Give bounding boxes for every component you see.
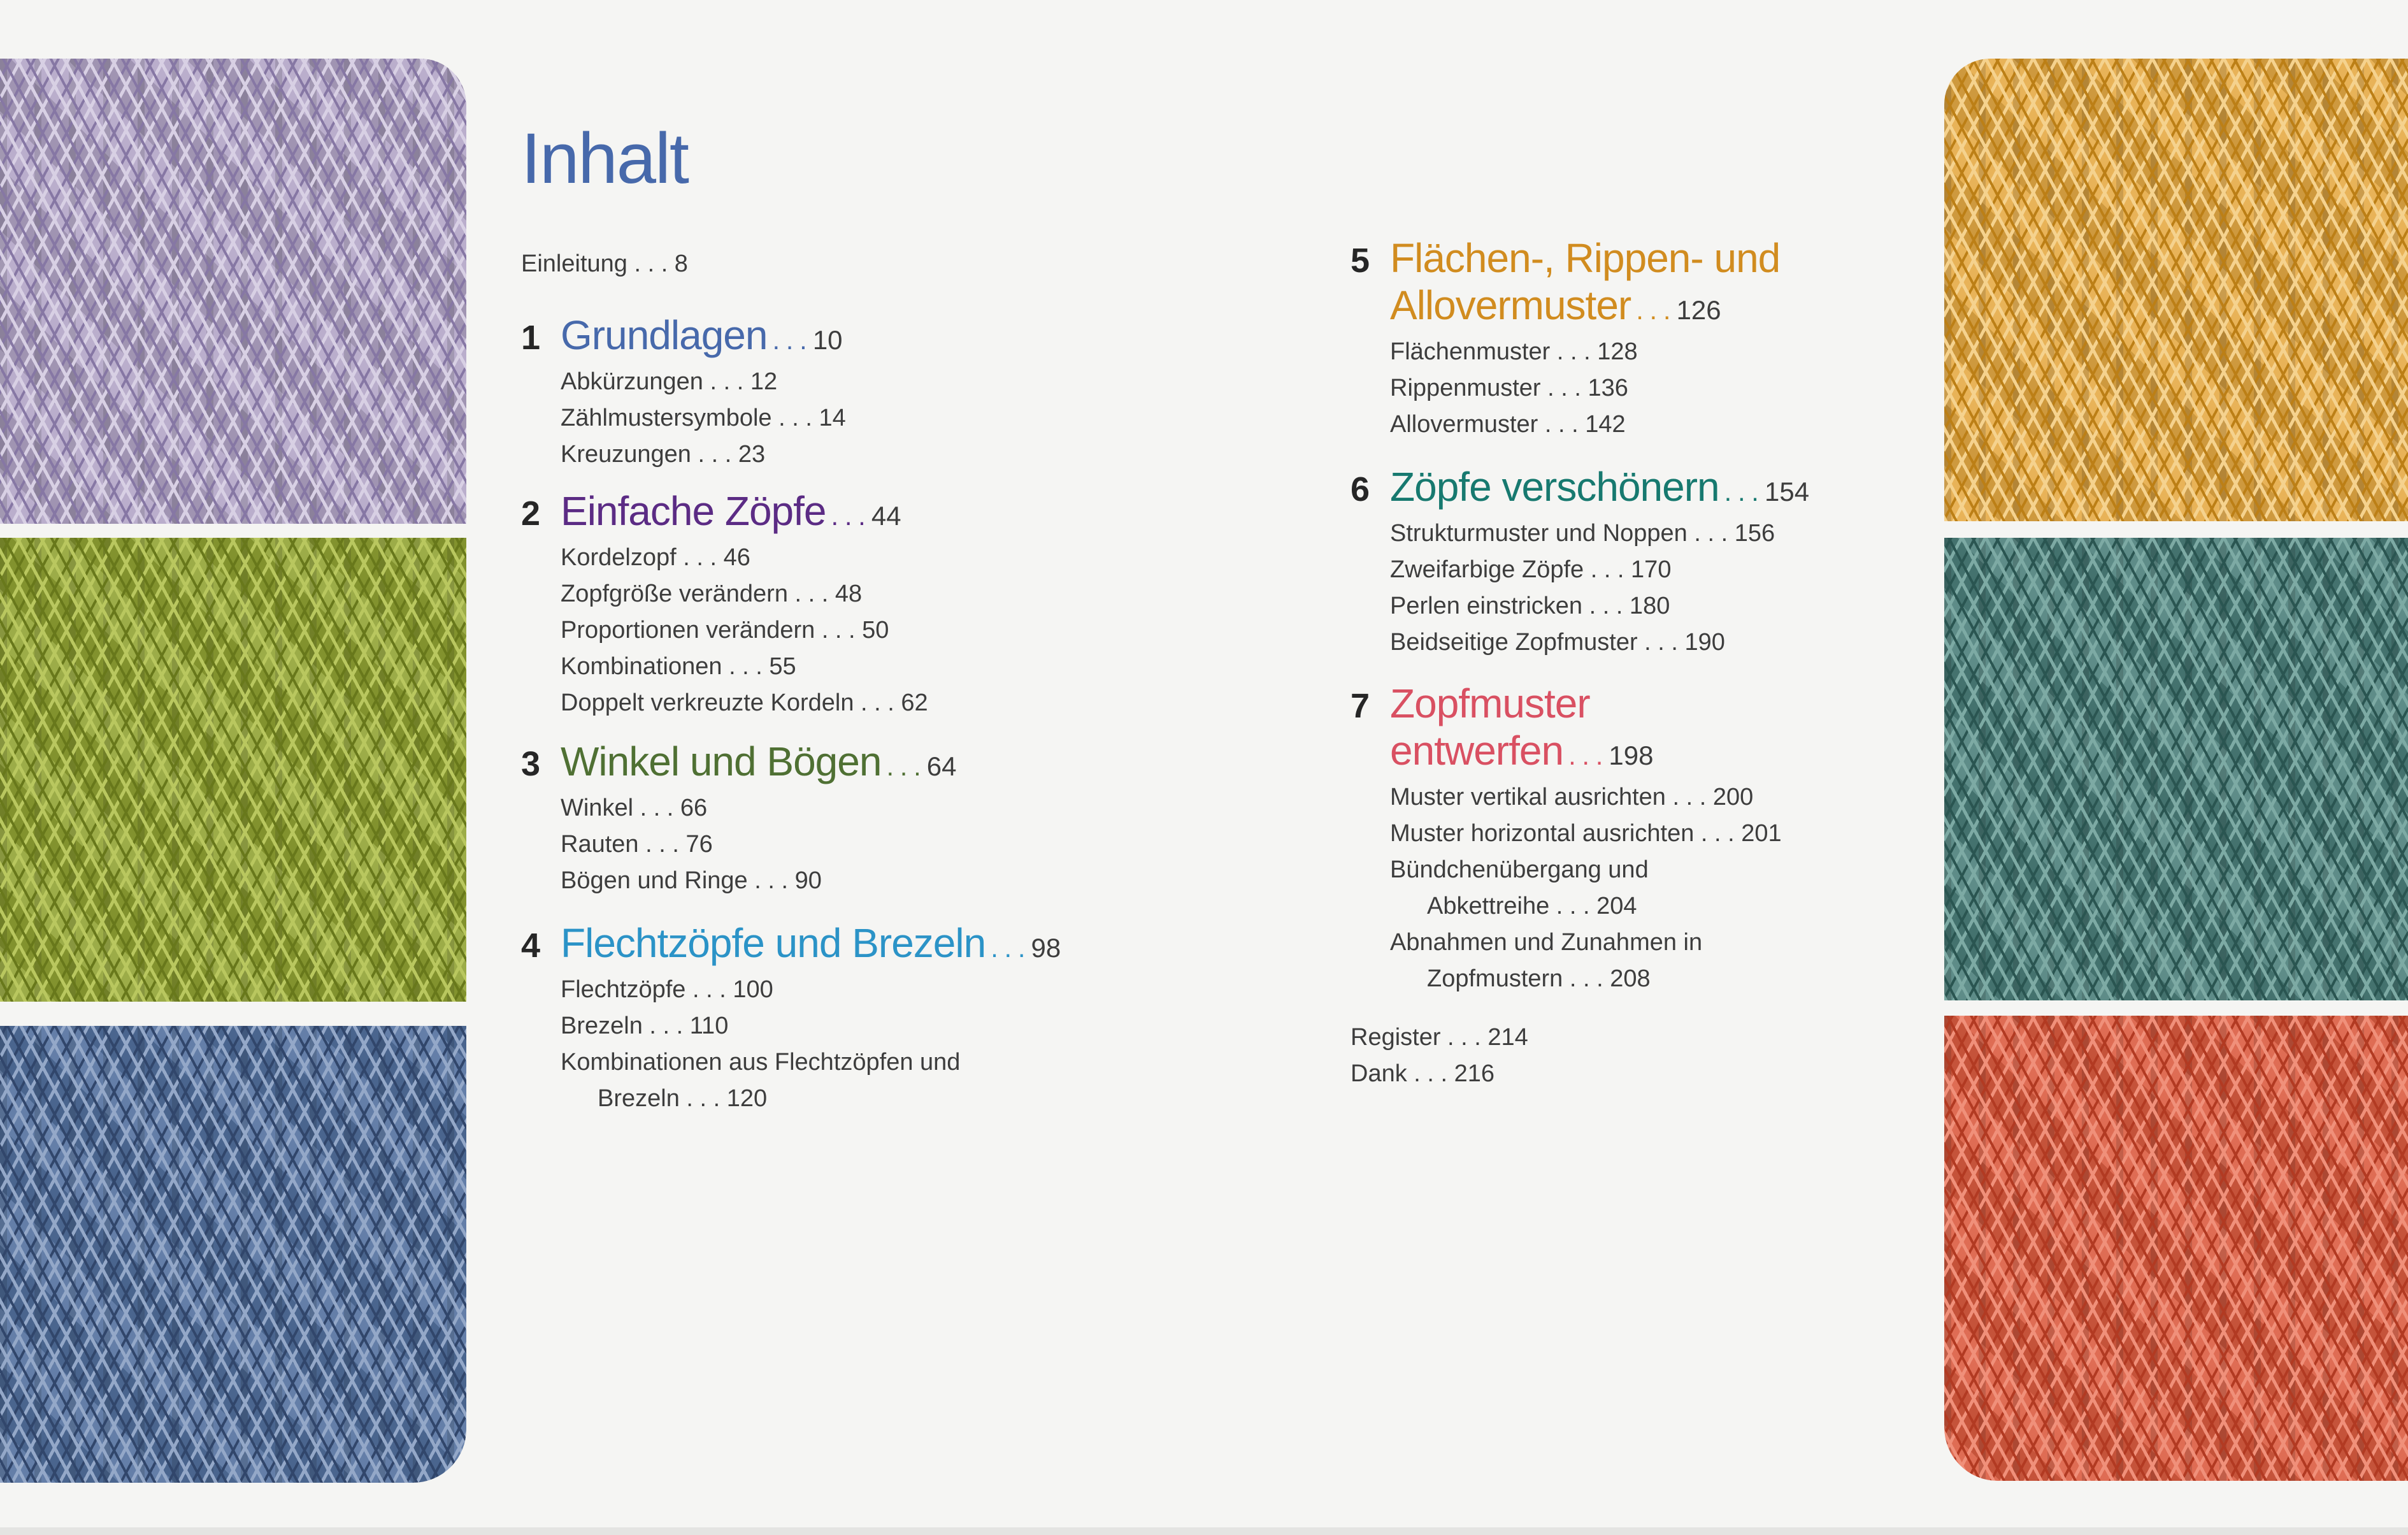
chapter-title: Zöpfe verschönern. . . 154 [1390,464,1810,510]
chapter-number: 6 [1351,470,1370,508]
toc-subitem: Allovermuster . . . 142 [1390,411,1626,438]
page-bottom-edge [0,1527,2408,1535]
toc-subitem: Rauten . . . 76 [561,831,713,858]
toc-subitem: Zopfgröße verändern . . . 48 [561,580,863,607]
toc-subitem: Abnahmen und Zunahmen in [1390,929,1703,956]
toc-subitem-continuation: Abkettreihe . . . 204 [1427,893,1637,919]
toc-subitem: Bögen und Ringe . . . 90 [561,867,822,894]
toc-subitem: Rippenmuster . . . 136 [1390,375,1628,401]
toc-entry-einleitung: Einleitung . . . 8 [521,250,688,277]
toc-subitem: Winkel . . . 66 [561,795,708,821]
chapter-title: Winkel und Bögen. . . 64 [561,739,957,784]
chapter-title: Flechtzöpfe und Brezeln. . . 98 [561,920,1061,966]
chapter-title-row: 6 Zöpfe verschönern. . . 154 [1351,463,1988,515]
chapter-page-number: 44 [871,501,901,531]
toc-subitem-continuation: Brezeln . . . 120 [598,1085,768,1112]
chapter-page-number: 98 [1031,933,1061,963]
chapter-title-row: 7 Zopfmuster entwerfen. . . 198 [1351,680,1988,779]
toc-subitem: Brezeln . . . 110 [561,1013,729,1039]
leader-dots: . . . [886,751,921,781]
knit-swatch-teal [1944,538,2408,1000]
chapter-number: 1 [521,319,541,357]
toc-subitem: Bündchenübergang und [1390,856,1649,883]
chapter-subitems: Flächenmuster . . . 128 Rippenmuster . .… [1390,334,1988,443]
chapter-title: Flächen-, Rippen- und Allovermuster. . .… [1390,235,1781,328]
chapter-number: 3 [521,745,541,783]
chapter-subitems: Muster vertikal ausrichten . . . 200 Mus… [1390,779,1988,997]
toc-subitem: Kreuzungen . . . 23 [561,441,766,468]
chapter-subitems: Kordelzopf . . . 46 Zopfgröße verändern … [561,540,1158,721]
leader-dots: . . . [1568,740,1603,770]
chapter-title-row: 3 Winkel und Bögen. . . 64 [521,738,1158,790]
knit-swatch-coral [1944,1016,2408,1481]
chapter-title: Zopfmuster entwerfen. . . 198 [1390,681,1654,774]
toc-subitem: Kordelzopf . . . 46 [561,544,750,571]
chapter-page-number: 10 [812,325,843,355]
toc-subitem: Kombinationen . . . 55 [561,653,796,680]
leader-dots: . . . [991,933,1025,963]
toc-subitem: Flächenmuster . . . 128 [1390,338,1638,365]
toc-chapter-6: 6 Zöpfe verschönern. . . 154 Strukturmust… [1351,463,1988,661]
chapter-title-row: 2 Einfache Zöpfe. . . 44 [521,487,1158,540]
chapter-page-number: 126 [1676,295,1721,325]
chapter-number: 7 [1351,687,1370,725]
toc-subitem: Muster horizontal ausrichten . . . 201 [1390,820,1782,847]
leader-dots: . . . [831,501,866,531]
chapter-page-number: 154 [1764,477,1810,507]
chapter-title-row: 5 Flächen-, Rippen- und Allovermuster. .… [1351,234,1988,334]
toc-subitem: Perlen einstricken . . . 180 [1390,593,1670,619]
toc-chapter-2: 2 Einfache Zöpfe. . . 44 Kordelzopf . . .… [521,487,1158,721]
leader-dots: . . . [1636,295,1670,325]
toc-chapter-4: 4 Flechtzöpfe und Brezeln. . . 98 Flechtz… [521,919,1158,1117]
chapter-number: 2 [521,494,541,533]
toc-entry-register: Register . . . 214 [1351,1024,1528,1051]
knit-swatch-lavender [0,59,466,524]
toc-subitem: Abkürzungen . . . 12 [561,368,778,395]
chapter-number: 4 [521,926,541,965]
toc-subitem: Beidseitige Zopfmuster . . . 190 [1390,629,1725,656]
chapter-subitems: Winkel . . . 66 Rauten . . . 76 Bögen un… [561,790,1158,899]
knit-swatch-green [0,538,466,1002]
toc-subitem: Zählmustersymbole . . . 14 [561,405,846,431]
chapter-page-number: 64 [926,751,957,781]
toc-subitem: Kombinationen aus Flechtzöpfen und [561,1049,961,1076]
toc-chapter-7: 7 Zopfmuster entwerfen. . . 198 Muster ve… [1351,680,1988,997]
toc-entry-dank: Dank . . . 216 [1351,1060,1495,1087]
toc-subitem: Proportionen verändern . . . 50 [561,617,889,644]
chapter-title: Grundlagen. . . 10 [561,312,843,358]
toc-subitem: Zweifarbige Zöpfe . . . 170 [1390,556,1672,583]
chapter-subitems: Flechtzöpfe . . . 100 Brezeln . . . 110 … [561,972,1158,1117]
toc-subitem: Flechtzöpfe . . . 100 [561,976,773,1003]
toc-chapter-3: 3 Winkel und Bögen. . . 64 Winkel . . . 6… [521,738,1158,899]
toc-chapter-5: 5 Flächen-, Rippen- und Allovermuster. .… [1351,234,1988,443]
chapter-page-number: 198 [1609,740,1654,770]
toc-subitem: Strukturmuster und Noppen . . . 156 [1390,520,1775,547]
chapter-subitems: Abkürzungen . . . 12 Zählmustersymbole .… [561,364,1158,473]
chapter-number: 5 [1351,241,1370,280]
chapter-title-row: 4 Flechtzöpfe und Brezeln. . . 98 [521,919,1158,972]
toc-backmatter: Register . . . 214 Dank . . . 216 [1351,1020,1528,1092]
toc-subitem: Muster vertikal ausrichten . . . 200 [1390,784,1754,811]
knit-swatch-gold [1944,59,2408,521]
toc-subitem: Doppelt verkreuzte Kordeln . . . 62 [561,689,928,716]
chapter-subitems: Strukturmuster und Noppen . . . 156 Zwei… [1390,515,1988,661]
leader-dots: . . . [1724,477,1759,507]
page-title: Inhalt [521,119,689,198]
toc-subitem-continuation: Zopfmustern . . . 208 [1427,965,1651,992]
leader-dots: . . . [772,325,806,355]
knit-swatch-blue [0,1026,466,1483]
chapter-title: Einfache Zöpfe. . . 44 [561,488,901,534]
toc-chapter-1: 1 Grundlagen. . . 10 Abkürzungen . . . 12… [521,312,1158,473]
chapter-title-row: 1 Grundlagen. . . 10 [521,312,1158,364]
